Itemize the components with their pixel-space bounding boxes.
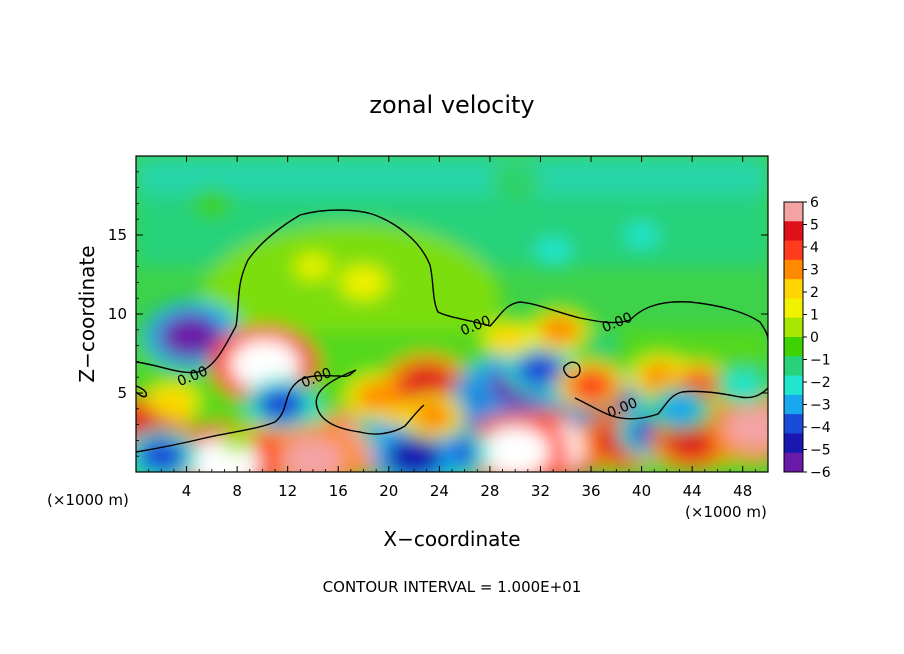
x-tick-label: 4	[182, 482, 192, 500]
field-blob	[568, 369, 614, 402]
colorbar-tick-label: 6	[810, 195, 819, 211]
colorbar-tick-label: −1	[810, 353, 831, 369]
colorbar-swatch	[784, 279, 803, 299]
field-blob	[159, 314, 221, 359]
colorbar-tick-label: −3	[810, 398, 831, 414]
colorbar-swatch	[784, 356, 803, 377]
field-blob	[386, 436, 442, 472]
colorbar-tick-label: −6	[810, 465, 831, 481]
colorbar-swatch	[784, 394, 803, 415]
colorbar-swatch	[784, 202, 803, 222]
heatmap-field	[136, 156, 768, 472]
x-tick-label: 16	[329, 482, 348, 500]
zero-contours	[136, 209, 768, 453]
colorbar-swatch	[784, 221, 803, 242]
field-blob	[659, 394, 700, 424]
colorbar-swatch	[784, 240, 803, 261]
field-blob	[588, 334, 619, 357]
colorbar-swatch	[784, 317, 803, 338]
colorbar-tick-label: 5	[810, 218, 819, 234]
colorbar-swatch	[784, 433, 803, 454]
field-blob	[281, 436, 345, 472]
field-blob	[516, 351, 565, 387]
y-tick-label: 15	[108, 226, 127, 244]
contour-interval-note: CONTOUR INTERVAL = 1.000E+01	[323, 578, 582, 596]
field-blob	[624, 222, 659, 248]
x-tick-label: 20	[379, 482, 398, 500]
x-tick-label: 8	[232, 482, 242, 500]
field-blob	[297, 255, 328, 278]
x-tick-label: 12	[278, 482, 297, 500]
x-tick-label: 36	[581, 482, 600, 500]
field-blob	[535, 237, 571, 264]
y-axis-title: Z−coordinate	[75, 245, 99, 382]
field-blob	[724, 371, 762, 399]
contour-loop-small	[563, 361, 581, 379]
x-tick-label: 48	[733, 482, 752, 500]
x-tick-label: 24	[430, 482, 449, 500]
x-tick-label: 40	[632, 482, 651, 500]
x-tick-label: 32	[531, 482, 550, 500]
colorbar-swatch	[784, 259, 803, 280]
contour-line-left	[136, 385, 148, 398]
field-blob	[225, 432, 249, 449]
colorbar-tick-label: −5	[810, 443, 831, 459]
colorbar-swatch	[784, 375, 803, 396]
x-unit-label: (×1000 m)	[685, 503, 767, 521]
colorbar-tick-label: 0	[810, 330, 819, 346]
contour-line-upper	[136, 209, 768, 374]
field-blob	[480, 426, 550, 472]
x-axis: 4 8 12 16 20 24 28 32 36 40 44 48	[148, 156, 756, 500]
band-top	[136, 156, 768, 196]
contour-line-middle	[315, 369, 425, 435]
field-blob	[348, 271, 379, 294]
x-tick-label: 28	[480, 482, 499, 500]
contour-line-right	[574, 387, 768, 420]
chart-title: zonal velocity	[369, 91, 534, 119]
colorbar-tick-label: −4	[810, 420, 831, 436]
colorbar-tick-label: 2	[810, 285, 819, 301]
colorbar-tick-label: 3	[810, 263, 819, 279]
field-blob	[724, 405, 768, 451]
field-blob	[137, 438, 186, 472]
field-blob	[257, 386, 306, 422]
x-tick-label: 44	[683, 482, 702, 500]
colorbar: 6 5 4 3 2 1 0 −1 −2 −3 −4 −5 −6	[783, 195, 831, 481]
colorbar-swatch	[784, 452, 803, 473]
colorbar-swatch	[784, 414, 803, 434]
field-blob	[500, 169, 530, 191]
field-blob	[492, 325, 526, 350]
y-axis: 5 10 15	[108, 171, 768, 457]
field-blob	[539, 315, 580, 345]
colorbar-swatch	[784, 337, 803, 357]
field-blob	[157, 388, 191, 414]
field-blob	[199, 194, 225, 213]
colorbar-tick-label: 1	[810, 308, 819, 324]
y-tick-label: 5	[117, 384, 127, 402]
field-blob	[412, 401, 454, 432]
y-unit-label: (×1000 m)	[47, 491, 129, 509]
x-axis-title: X−coordinate	[383, 527, 520, 551]
colorbar-swatch	[784, 298, 803, 319]
colorbar-tick-label: −2	[810, 375, 831, 391]
y-tick-label: 10	[108, 305, 127, 323]
colorbar-tick-label: 4	[810, 240, 819, 256]
